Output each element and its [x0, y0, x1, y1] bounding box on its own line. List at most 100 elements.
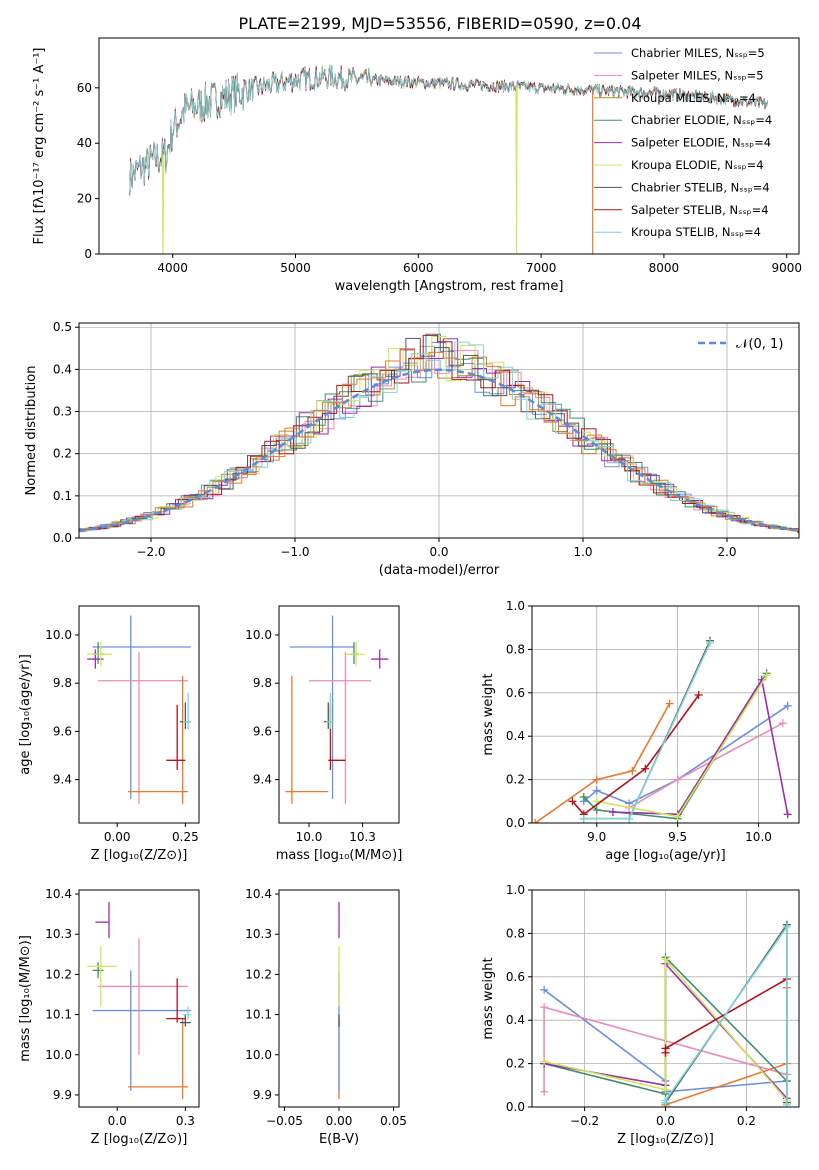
- errorbar-point: [179, 1014, 191, 1027]
- errorbar-point: [324, 702, 333, 729]
- errorbar-point: [349, 642, 359, 664]
- y-tick-label: 0.0: [506, 1100, 525, 1114]
- errorbar-point: [98, 938, 189, 1055]
- y-tick-label: 9.9: [53, 1088, 72, 1102]
- plot-area: [87, 902, 191, 1099]
- axes-frame: [531, 605, 800, 824]
- series-marker: [778, 719, 787, 728]
- legend-entry: Salpeter MILES, Nₛₛₚ=5: [631, 68, 764, 82]
- y-tick-label: 10.4: [45, 887, 72, 901]
- series-marker: [673, 812, 682, 821]
- series-marker: [783, 701, 792, 710]
- series-line: [664, 987, 788, 1107]
- mass-weight-vs-metallicity-panel: −0.2 0.0 0.2 0.0 0.2 0.4 0.6 0.8 1.0 Z [log₁₀(Z/Z…: [481, 883, 800, 1147]
- x-tick-label: −0.2: [570, 1114, 599, 1128]
- legend-entry: Salpeter STELIB, Nₛₛₚ=4: [631, 203, 769, 217]
- y-tick-label: 0.4: [53, 362, 72, 376]
- y-tick-label: 9.6: [53, 724, 72, 738]
- series-marker: [532, 819, 540, 823]
- errorbar-point: [182, 1006, 191, 1019]
- errorbar-point: [92, 970, 191, 1091]
- series-marker: [673, 775, 682, 784]
- y-tick-label: 0.2: [506, 1057, 525, 1071]
- series-marker: [592, 805, 601, 814]
- mass-weight-series: [568, 690, 703, 819]
- y-tick-label: 10.4: [245, 887, 272, 901]
- x-tick-label: 0.0: [108, 1114, 127, 1128]
- series-marker: [540, 985, 549, 994]
- x-tick-label: 10.0: [296, 830, 323, 844]
- y-tick-label: 1.0: [506, 599, 525, 613]
- errorbar-point: [166, 978, 186, 1023]
- series-line: [543, 957, 788, 1102]
- legend: 𝒩(0, 1): [698, 337, 783, 352]
- x-tick-label: −2.0: [136, 545, 165, 559]
- x-axis-label: (data-model)/error: [379, 563, 500, 578]
- series-marker: [540, 1057, 549, 1066]
- mass-weight-vs-age-panel: 9.0 9.5 10.0 0.0 0.2 0.4 0.6 0.8 1.0 age [log₁₀(a…: [481, 599, 800, 863]
- y-tick-label: 0.0: [53, 531, 72, 545]
- series-marker: [782, 1100, 791, 1107]
- y-tick-label: 10.1: [245, 1008, 272, 1022]
- x-tick-label: 9000: [771, 261, 802, 275]
- x-axis-label: Z [log₁₀(Z/Z⊙)]: [91, 1132, 188, 1147]
- x-tick-label: 0.0: [656, 1114, 675, 1128]
- y-tick-label: 0.4: [506, 1013, 525, 1027]
- x-tick-label: 5000: [280, 261, 311, 275]
- y-tick-label: 10.0: [45, 1048, 72, 1062]
- x-axis-label: mass [log₁₀(M/M⊙)]: [276, 848, 403, 863]
- x-tick-label: 9.0: [587, 830, 606, 844]
- y-tick-label: 20: [77, 192, 92, 206]
- age-vs-metallicity-panel: 0.00 0.25 9.4 9.6 9.8 10.0 Z [log₁₀(Z/Z⊙)] age …: [18, 605, 200, 863]
- x-tick-label: 10.0: [745, 830, 772, 844]
- legend-entry: Chabrier MILES, Nₛₛₚ=5: [631, 46, 765, 60]
- y-tick-label: 0.5: [53, 320, 72, 334]
- plot-area: [540, 920, 791, 1107]
- x-tick-label: −1.0: [280, 545, 309, 559]
- legend-entry: Chabrier STELIB, Nₛₛₚ=4: [631, 180, 770, 194]
- series-marker: [706, 638, 714, 647]
- mass-weight-series: [540, 955, 791, 1105]
- y-axis-label: Flux [fλ10⁻¹⁷ erg cm⁻² s⁻¹ A⁻¹]: [32, 48, 47, 245]
- x-tick-label: 9.5: [668, 830, 687, 844]
- spectrum-panel: 4000 5000 6000 7000 8000 9000 0 20 40 60 wavelengt…: [32, 37, 802, 294]
- series-marker: [641, 764, 650, 773]
- errorbar-point: [345, 642, 365, 667]
- series-marker: [540, 1003, 549, 1012]
- y-tick-label: 9.8: [53, 676, 72, 690]
- axes-frame: [278, 605, 400, 824]
- mass-weight-series: [661, 983, 791, 1107]
- plot-area: [285, 615, 389, 804]
- errorbar-point: [92, 615, 191, 799]
- mass-weight-series: [592, 671, 771, 821]
- series-line: [583, 705, 789, 805]
- y-tick-label: 0.0: [506, 816, 525, 830]
- series-marker: [782, 922, 791, 931]
- series-marker: [762, 671, 771, 680]
- x-axis-label: E(B-V): [319, 1132, 359, 1147]
- legend-entry: Kroupa MILES, Nₛₛₚ=4: [631, 91, 756, 105]
- x-tick-label: 6000: [403, 261, 434, 275]
- x-tick-label: 0.3: [176, 1114, 195, 1128]
- errorbar-point: [128, 1018, 189, 1099]
- mass-weight-series: [579, 638, 714, 823]
- gaussian-curve: [79, 368, 797, 532]
- mass-weight-series: [579, 701, 792, 808]
- y-axis-label: Normed distribution: [24, 366, 39, 496]
- mass-vs-extinction-panel: −0.05 0.00 0.05 9.9 10.0 10.1 10.2 10.3 10.4 E(B-…: [245, 887, 407, 1147]
- legend-entry: Kroupa ELODIE, Nₛₛₚ=4: [631, 158, 764, 172]
- axes-frame: [78, 889, 200, 1108]
- y-axis-label: mass weight: [481, 673, 496, 755]
- series-marker: [592, 775, 601, 784]
- series-line: [534, 703, 671, 823]
- y-tick-label: 10.0: [245, 1048, 272, 1062]
- errorbar-point: [309, 651, 372, 804]
- x-tick-label: 0.00: [326, 1114, 353, 1128]
- y-tick-label: 9.4: [53, 773, 72, 787]
- spectrum-line-kroupa-stelib: [129, 65, 768, 194]
- y-tick-label: 9.4: [253, 773, 272, 787]
- series-line: [571, 694, 700, 816]
- x-tick-label: 0.00: [104, 830, 131, 844]
- histogram-step-line: [80, 333, 799, 531]
- y-tick-label: 40: [77, 136, 92, 150]
